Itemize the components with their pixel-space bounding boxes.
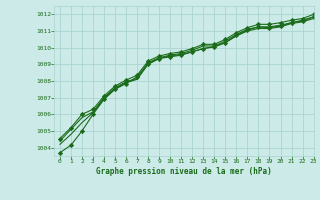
X-axis label: Graphe pression niveau de la mer (hPa): Graphe pression niveau de la mer (hPa): [96, 167, 272, 176]
